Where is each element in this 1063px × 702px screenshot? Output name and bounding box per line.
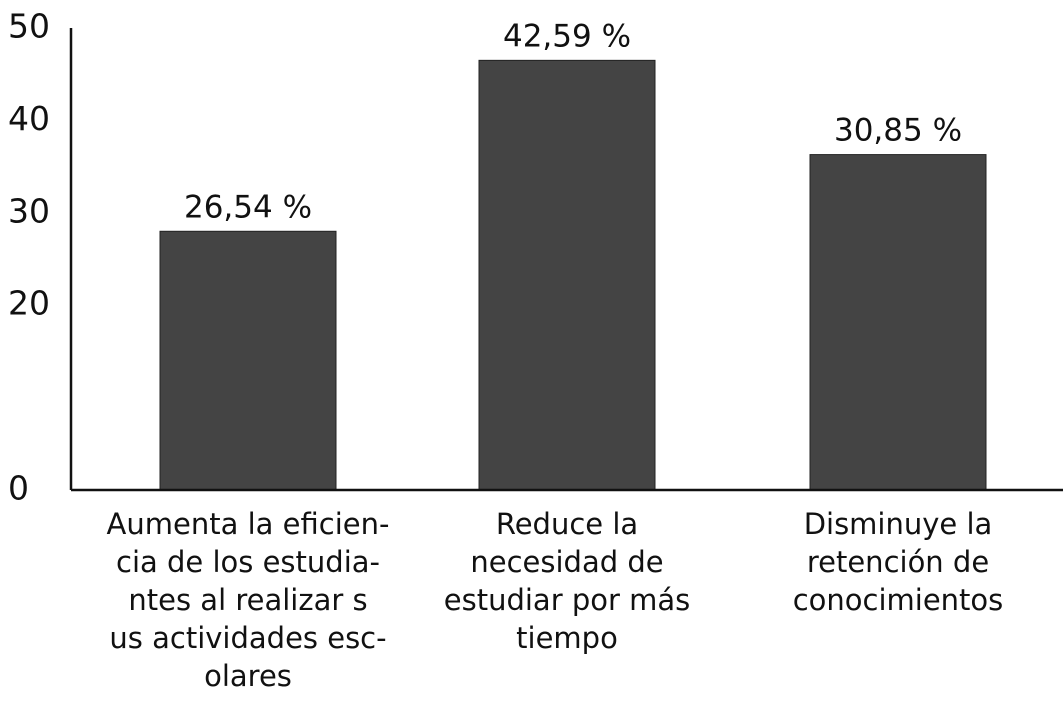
category-label-2: Reduce la necesidad de estudiar por más tie… bbox=[444, 507, 691, 655]
category-label-2-line-3: estudiar por más bbox=[444, 583, 691, 617]
category-label-1: Aumenta la eficien-cia de los estudia-nt… bbox=[107, 507, 390, 693]
y-tick-label-0: 0 bbox=[8, 469, 29, 508]
category-label-1-line-3: ntes al realizar s bbox=[128, 583, 367, 617]
value-labels-group: 26,54 % 42,59 % 30,85 % bbox=[184, 18, 962, 225]
y-tick-label-40: 40 bbox=[8, 99, 50, 138]
data-label-2: 42,59 % bbox=[503, 18, 631, 54]
y-tick-label-30: 30 bbox=[8, 191, 50, 230]
bar-2 bbox=[478, 59, 656, 491]
data-label-1: 26,54 % bbox=[184, 189, 312, 225]
category-labels-group: Aumenta la eficien-cia de los estudia-nt… bbox=[107, 507, 1004, 693]
bars-group bbox=[159, 59, 987, 491]
bar-1 bbox=[159, 230, 337, 491]
y-tick-label-50: 50 bbox=[8, 7, 50, 46]
category-label-1-line-1: Aumenta la eficien- bbox=[107, 507, 390, 541]
y-ticks-group: 0 20 30 40 50 bbox=[8, 7, 50, 508]
category-label-2-line-4: tiempo bbox=[516, 621, 618, 655]
category-label-1-line-2: cia de los estudia- bbox=[116, 545, 380, 579]
category-label-1-line-5: olares bbox=[204, 659, 292, 693]
category-label-2-line-2: necesidad de bbox=[470, 545, 663, 579]
category-label-3-line-2: retención de bbox=[807, 545, 989, 579]
category-label-3-line-1: Disminuye la bbox=[804, 507, 993, 541]
data-label-3: 30,85 % bbox=[834, 113, 962, 149]
category-label-1-line-4: us actividades esc- bbox=[109, 621, 386, 655]
category-label-3: Disminuye la retención de conocimientos bbox=[793, 507, 1004, 617]
y-tick-label-20: 20 bbox=[8, 284, 50, 323]
bar-3 bbox=[809, 154, 987, 491]
category-label-2-line-1: Reduce la bbox=[496, 507, 638, 541]
category-label-3-line-3: conocimientos bbox=[793, 583, 1004, 617]
